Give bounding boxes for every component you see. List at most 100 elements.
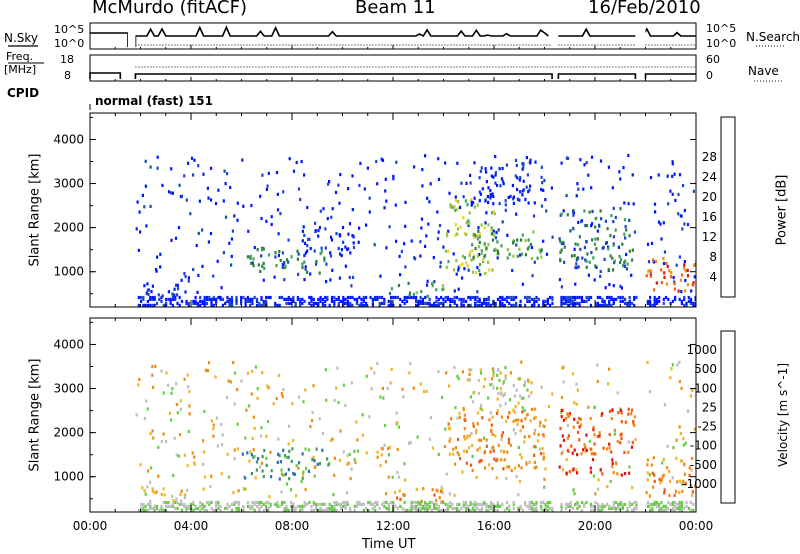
range-cell [294,508,297,512]
range-cell [565,301,568,305]
range-cell [501,502,504,506]
range-cell [571,295,574,300]
range-cell [324,227,327,231]
range-cell [410,502,413,506]
range-cell [441,500,444,504]
range-cell [662,301,665,305]
range-cell [458,508,461,512]
range-cell [358,183,361,188]
range-cell [630,273,633,277]
y-tick-label: 2000 [53,221,84,235]
range-cell [515,475,518,479]
range-cell [489,193,492,197]
range-cell [457,287,460,291]
range-cell [480,166,483,170]
range-cell [530,508,534,512]
range-cell [592,504,595,508]
data-gap-2 [635,24,646,48]
range-cell [671,299,674,303]
range-cell [666,444,669,448]
range-cell [674,297,677,301]
range-cell [469,173,472,177]
range-cell [456,451,459,455]
range-cell [467,219,470,223]
range-cell [267,295,270,300]
range-cell [518,198,521,202]
range-cell [521,233,524,237]
range-cell [285,506,288,510]
range-cell [287,297,290,301]
range-cell [596,379,599,384]
range-cell [376,455,379,459]
range-cell [183,495,186,500]
range-cell [601,297,604,301]
range-cell [520,466,523,470]
range-cell [542,188,545,192]
range-cell [259,194,262,198]
range-cell [299,301,302,305]
range-cell [588,210,591,214]
range-cell [409,441,412,445]
range-cell [502,467,505,471]
range-cell [146,508,149,512]
range-cell [431,488,434,492]
range-cell [419,382,422,386]
range-cell [442,301,445,305]
range-cell [680,506,683,510]
range-cell [499,387,502,391]
range-cell [589,466,592,470]
range-cell [251,297,254,301]
range-cell [412,292,415,296]
range-cell [281,262,284,266]
range-cell [228,297,231,301]
range-cell [503,450,506,454]
range-cell [294,494,298,498]
range-cell [480,301,484,305]
range-cell [465,299,468,303]
range-cell [365,303,368,307]
range-cell [535,295,538,300]
range-cell [384,177,387,181]
range-cell [663,271,666,275]
range-cell [160,492,163,497]
range-cell [219,508,222,512]
range-cell [149,480,152,484]
range-cell [187,301,190,305]
range-cell [368,196,371,200]
range-cell [303,260,306,264]
range-cell [428,303,431,307]
range-cell [599,468,602,472]
range-cell [660,500,663,505]
range-cell [650,241,654,245]
colorbar-tick-label: 24 [702,170,717,184]
range-cell [540,187,543,192]
range-cell [655,502,659,506]
range-cell [358,500,361,505]
range-cell [371,297,374,301]
range-cell [686,222,690,227]
range-cell [208,297,211,301]
range-cell [402,493,405,497]
range-cell [433,502,436,506]
range-cell [462,407,465,411]
range-cell [680,502,683,506]
range-cell [631,258,634,262]
range-cell [428,506,431,510]
range-cell [285,455,288,460]
colorbar-tick-label: 20 [702,190,717,204]
range-cell [412,506,415,510]
range-cell [230,301,234,305]
range-cell [677,192,680,197]
range-cell [142,297,145,301]
range-cell [140,508,143,512]
range-cell [471,506,474,510]
range-cell [339,252,342,256]
range-cell [408,293,411,297]
range-cell [546,504,549,508]
range-cell [533,466,536,470]
range-cell [476,303,479,307]
range-cell [279,460,282,464]
range-cell [584,449,587,454]
range-cell [539,451,543,456]
range-cell [280,295,284,300]
